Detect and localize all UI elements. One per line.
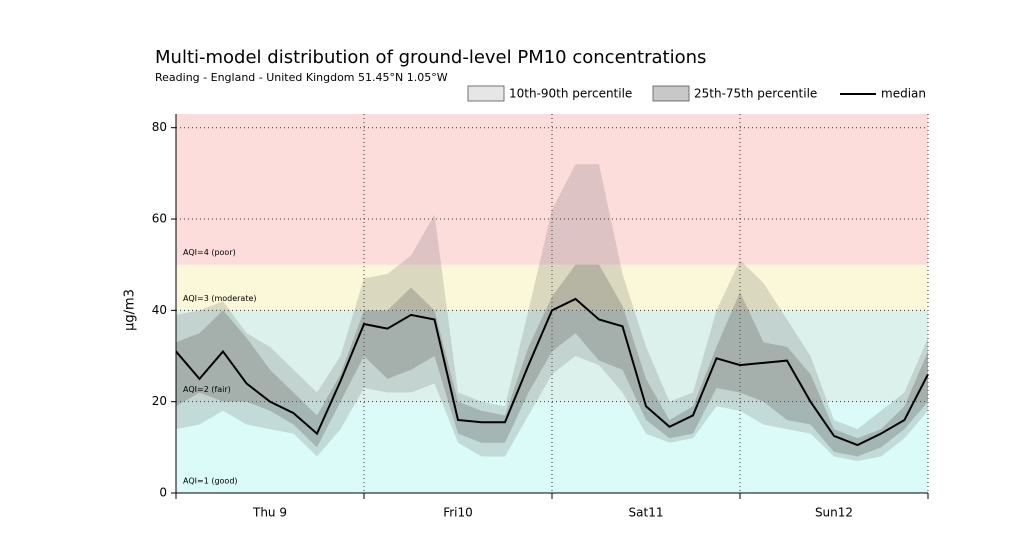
y-tick-label: 0	[159, 486, 167, 500]
aqi-band-label: AQI=4 (poor)	[183, 248, 236, 257]
y-tick-label: 80	[152, 120, 167, 134]
y-tick-label: 60	[152, 212, 167, 226]
chart-title: Multi-model distribution of ground-level…	[155, 47, 706, 68]
legend-label: 10th-90th percentile	[509, 87, 632, 101]
y-tick-label: 20	[152, 394, 167, 408]
y-axis-label: µg/m3	[123, 289, 138, 331]
aqi-band-label: AQI=1 (good)	[183, 477, 238, 486]
percentile-area	[176, 264, 928, 457]
x-tick-label: Sun12	[815, 506, 853, 520]
x-tick-label: Fri10	[443, 506, 473, 520]
legend-swatch	[652, 85, 690, 102]
aqi-band	[176, 114, 928, 265]
legend-label: 25th-75th percentile	[694, 87, 817, 101]
legend-label: median	[881, 87, 926, 101]
aqi-band-label: AQI=3 (moderate)	[183, 294, 257, 303]
aqi-band-label: AQI=2 (fair)	[183, 385, 231, 394]
y-tick-label: 40	[152, 303, 167, 317]
chart-subtitle: Reading - England - United Kingdom 51.45…	[155, 71, 448, 84]
legend-swatch	[467, 85, 505, 102]
aqi-band	[176, 401, 928, 493]
x-tick-label: Sat11	[629, 506, 664, 520]
median-line	[175, 297, 929, 447]
x-tick-label: Thu 9	[252, 506, 287, 520]
